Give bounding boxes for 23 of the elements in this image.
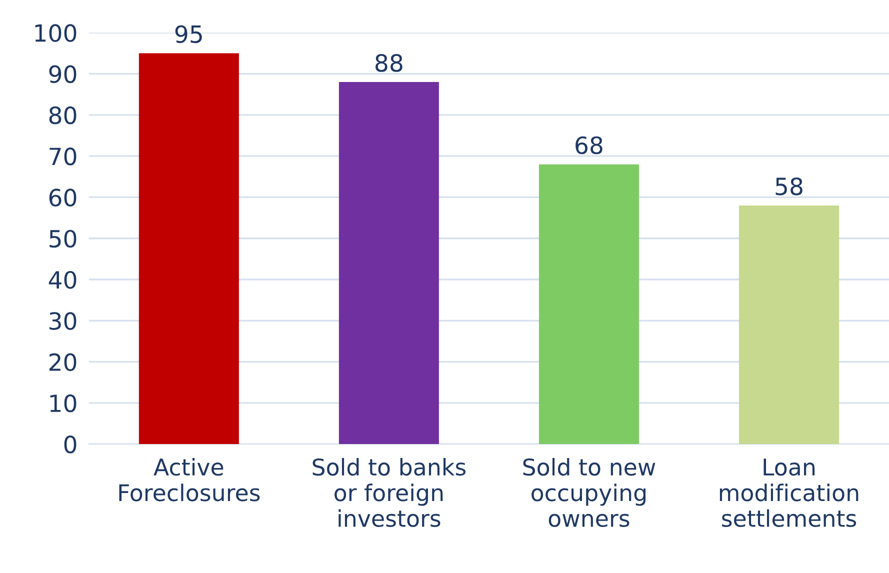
x-tick-label: Active Foreclosures	[119, 458, 260, 502]
bar	[338, 82, 439, 444]
data-label: 95	[175, 25, 202, 44]
y-tick-label: 50	[50, 230, 76, 248]
bar	[538, 164, 639, 444]
data-label: 58	[776, 177, 802, 196]
bar	[138, 53, 239, 444]
data-label: 88	[376, 54, 402, 72]
data-label: 68	[576, 136, 602, 154]
x-tick-label: Sold to banks or foreign investors	[312, 458, 466, 528]
y-tick-label: 90	[49, 65, 76, 84]
y-tick-label: 0	[64, 436, 76, 454]
y-tick-label: 30	[50, 312, 76, 330]
y-tick-label: 10	[50, 394, 76, 412]
y-tick-label: 70	[50, 148, 76, 166]
y-tick-label: 40	[48, 270, 76, 289]
x-tick-label: Loan modification settlements	[720, 458, 858, 528]
bar	[738, 205, 839, 444]
y-tick-label: 80	[49, 106, 76, 124]
y-tick-label: 20	[49, 353, 76, 372]
y-tick-label: 60	[49, 188, 76, 207]
y-tick-label: 100	[35, 24, 76, 42]
x-tick-label: Sold to new occupying owners	[523, 458, 656, 528]
